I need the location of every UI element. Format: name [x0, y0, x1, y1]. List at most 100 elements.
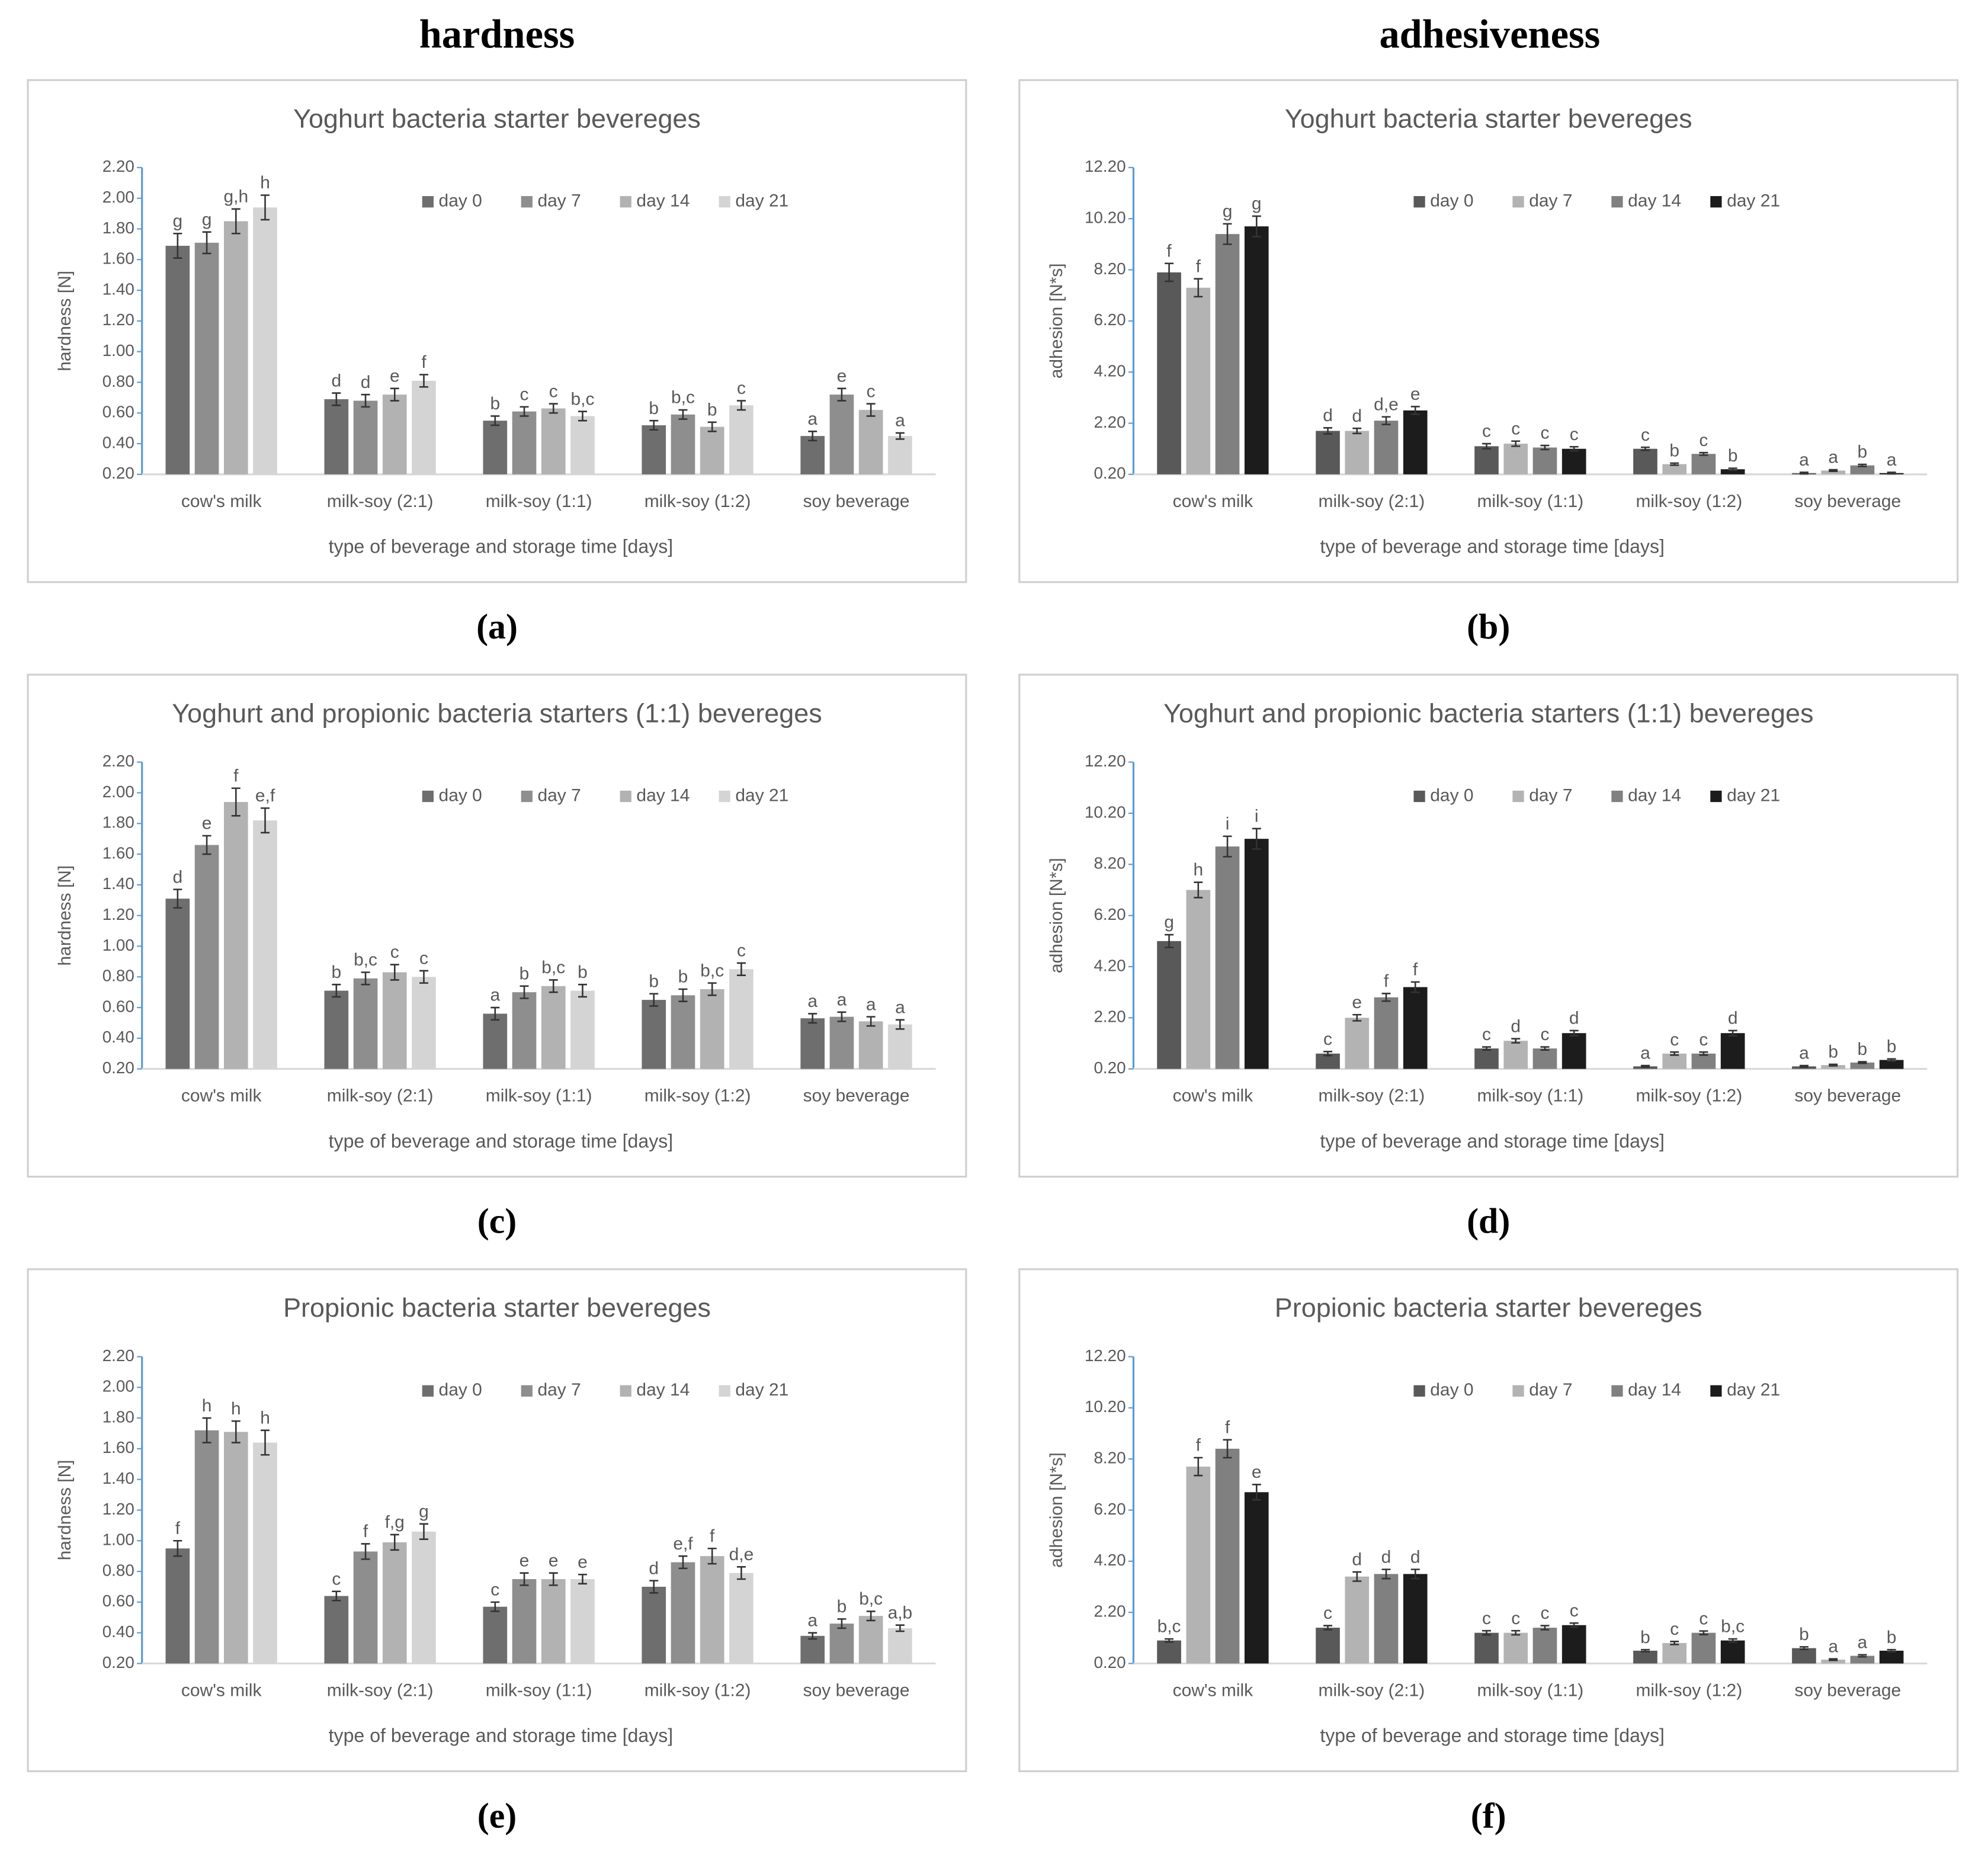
significance-letter: b,c [1721, 1617, 1745, 1637]
significance-letter: f [710, 1526, 715, 1546]
error-bar [390, 387, 399, 402]
legend-label: day 7 [1529, 191, 1572, 211]
significance-letter: e [578, 1552, 588, 1572]
significance-letter: g [202, 210, 212, 229]
bar [1316, 1628, 1340, 1664]
bar [1532, 1048, 1557, 1069]
significance-letter: b [520, 964, 530, 983]
panel-caption: (b) [1467, 607, 1510, 646]
error-bar [1728, 467, 1737, 471]
significance-letter: a [1887, 450, 1897, 470]
legend-label: day 14 [1628, 1380, 1681, 1400]
error-bar [1482, 1046, 1491, 1051]
bar [642, 425, 666, 474]
error-bar [578, 983, 587, 998]
significance-letter: c [1482, 1025, 1491, 1044]
error-bar [1165, 1638, 1174, 1643]
x-tick-label: milk-soy (2:1) [327, 1086, 434, 1106]
y-tick-label: 6.20 [1094, 310, 1126, 329]
error-bar [1410, 406, 1420, 415]
bar [1633, 448, 1657, 474]
significance-letter: d [649, 1558, 659, 1578]
bar [1850, 1656, 1875, 1664]
y-tick-label: 8.20 [1094, 259, 1126, 278]
legend-swatch [1413, 196, 1425, 208]
bar [1244, 226, 1269, 474]
error-bar [549, 403, 558, 414]
legend-swatch [719, 1385, 730, 1397]
significance-letter: a [1858, 1632, 1868, 1652]
significance-letter: g [419, 1502, 429, 1521]
bar [1403, 410, 1428, 474]
significance-letter: b [490, 394, 500, 413]
error-bar [490, 415, 500, 426]
significance-letter: c [737, 378, 746, 398]
bar [671, 414, 695, 474]
error-bar [549, 1572, 558, 1586]
error-bar [202, 231, 211, 255]
significance-letter: b [1640, 1628, 1650, 1647]
y-tick-label: 6.20 [1094, 1500, 1126, 1518]
x-axis-label: type of beverage and storage time [days] [1320, 535, 1665, 557]
error-bar [1223, 835, 1232, 858]
legend-swatch [1512, 1385, 1524, 1397]
bar [1850, 1062, 1875, 1069]
legend-label: day 7 [537, 785, 581, 805]
error-bar [261, 807, 270, 834]
y-tick-label: 1.80 [102, 219, 134, 237]
bar [541, 986, 566, 1069]
bar [483, 1606, 508, 1664]
bar [1720, 1033, 1745, 1069]
significance-letter: c [1323, 1603, 1332, 1623]
significance-letter: d,e [1374, 394, 1399, 414]
error-bar [837, 1011, 846, 1022]
bar [1691, 1053, 1716, 1069]
legend-swatch [1413, 790, 1425, 803]
y-tick-label: 0.60 [102, 997, 134, 1015]
legend-label: day 21 [735, 191, 788, 211]
significance-letter: c [1699, 431, 1708, 450]
y-tick-label: 2.00 [102, 1377, 134, 1395]
error-bar [649, 419, 659, 431]
y-tick-label: 1.00 [102, 341, 134, 360]
bar [729, 969, 753, 1069]
significance-letter: c [1699, 1609, 1708, 1628]
significance-letter: c [1641, 425, 1650, 445]
x-tick-label: cow's milk [181, 492, 262, 511]
y-tick-label: 2.20 [102, 752, 134, 770]
error-bar [361, 1543, 370, 1560]
significance-letter: h [1193, 860, 1203, 880]
bar [1316, 431, 1340, 474]
y-tick-label: 0.40 [102, 1622, 134, 1641]
bar [1532, 447, 1557, 474]
error-bar [419, 374, 428, 388]
error-bar [1482, 442, 1491, 450]
significance-letter: d [1381, 1547, 1391, 1567]
error-bar [808, 1632, 817, 1640]
error-bar [419, 1523, 428, 1540]
legend-swatch [422, 196, 434, 208]
chart-title: Yoghurt bacteria starter bevereges [293, 104, 701, 134]
error-bar [649, 1580, 659, 1594]
bar [800, 1635, 825, 1664]
panel-frame [27, 1268, 967, 1772]
significance-letter: a [866, 994, 876, 1014]
legend-label: day 7 [537, 1380, 581, 1400]
bar [1720, 1640, 1745, 1664]
bar [541, 408, 566, 474]
bar [1691, 1632, 1716, 1664]
significance-letter: b,c [700, 961, 724, 980]
error-bar [1858, 463, 1867, 467]
legend-swatch [719, 790, 730, 803]
error-bar [707, 1547, 717, 1565]
y-tick-label: 1.20 [102, 905, 134, 923]
error-bar [1352, 1571, 1362, 1582]
error-bar [173, 888, 182, 909]
error-bar [1887, 471, 1896, 475]
error-bar [1640, 1648, 1650, 1653]
significance-letter: b [1858, 1040, 1868, 1059]
significance-letter: d [331, 371, 341, 390]
legend-label: day 7 [537, 191, 581, 211]
error-bar [520, 1572, 529, 1586]
bar [512, 411, 537, 474]
